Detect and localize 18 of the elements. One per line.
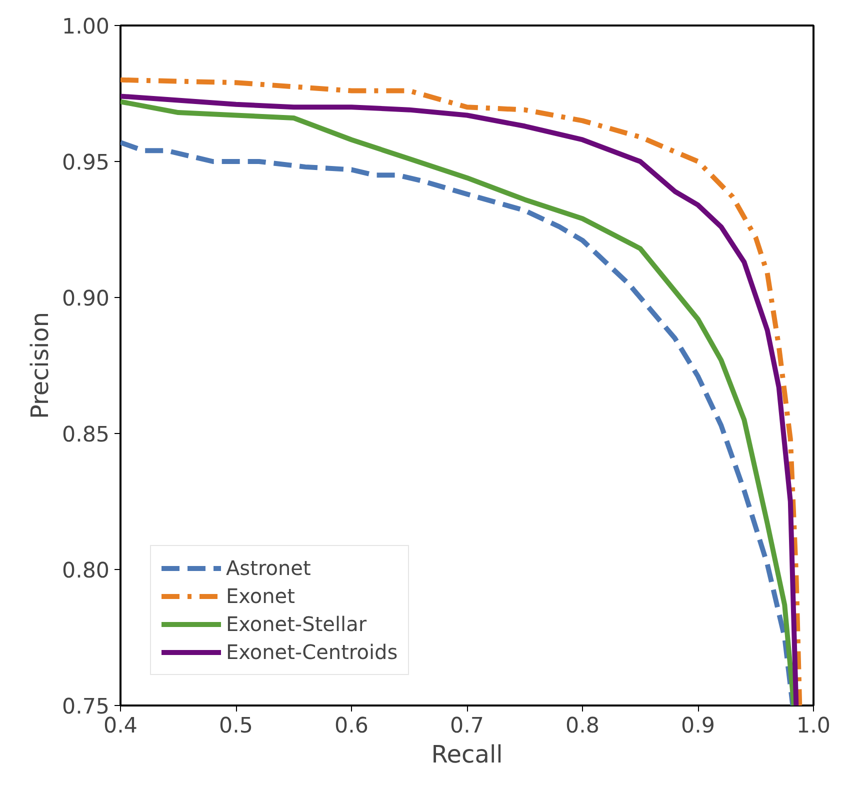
y-tick-label: 0.80 xyxy=(62,558,110,584)
x-tick-label: 0.6 xyxy=(334,714,368,738)
x-tick-label: 1.0 xyxy=(796,714,830,738)
y-tick-label: 1.00 xyxy=(62,14,110,40)
x-tick-label: 0.4 xyxy=(104,714,138,738)
y-tick-label: 0.90 xyxy=(62,286,110,312)
legend-label: Exonet xyxy=(226,584,295,608)
y-tick-label: 0.95 xyxy=(62,150,110,176)
x-tick-label: 0.9 xyxy=(681,714,715,738)
y-tick-label: 0.85 xyxy=(62,422,110,448)
x-tick-label: 0.7 xyxy=(450,714,484,738)
y-axis-title: Precision xyxy=(26,312,54,420)
legend-label: Exonet-Stellar xyxy=(226,612,367,636)
legend-label: Astronet xyxy=(226,556,311,580)
legend-label: Exonet-Centroids xyxy=(226,640,398,664)
x-tick-label: 0.5 xyxy=(219,714,253,738)
x-axis-title: Recall xyxy=(431,740,503,768)
x-tick-label: 0.8 xyxy=(566,714,600,738)
